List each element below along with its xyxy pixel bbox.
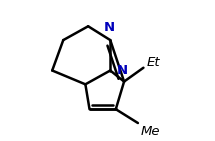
Text: Et: Et xyxy=(146,56,160,69)
Text: N: N xyxy=(117,64,128,77)
Text: Me: Me xyxy=(141,125,160,138)
Text: N: N xyxy=(103,21,114,34)
